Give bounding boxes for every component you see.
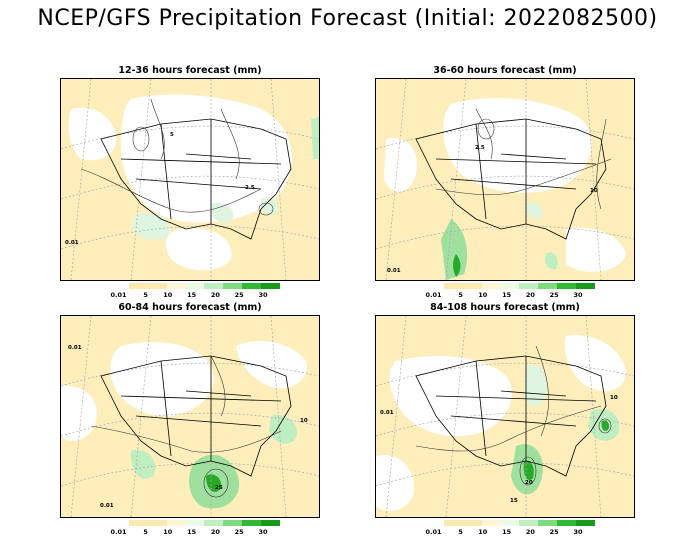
legend-labels: 0.01 5 10 15 20 25 30 [425, 291, 595, 301]
legend-label: 15 [502, 291, 512, 299]
legend-label: 20 [525, 291, 535, 299]
legend-labels: 0.01 5 10 15 20 25 30 [425, 528, 595, 538]
legend-bar [110, 283, 281, 289]
legend-label: 10 [478, 291, 488, 299]
legend-label: 25 [549, 528, 559, 536]
precip-map [60, 78, 320, 281]
forecast-panel-36-60: 36-60 hours forecast (mm) [375, 65, 635, 305]
legend-label: 5 [458, 528, 463, 536]
legend-label: 30 [573, 291, 583, 299]
map-svg [376, 79, 634, 280]
panel-title: 12-36 hours forecast (mm) [118, 65, 262, 76]
legend-label: 5 [143, 291, 148, 299]
forecast-panel-60-84: 60-84 hours forecast (mm) [60, 302, 320, 542]
legend-label: 10 [163, 528, 173, 536]
legend-bar [425, 520, 596, 526]
page-title: NCEP/GFS Precipitation Forecast (Initial… [37, 6, 658, 31]
legend-label: 30 [258, 528, 268, 536]
legend-label: 0.01 [425, 528, 442, 536]
color-legend: 0.01 5 10 15 20 25 30 [110, 520, 281, 542]
legend-label: 20 [210, 291, 220, 299]
legend-label: 30 [573, 528, 583, 536]
forecast-panel-84-108: 84-108 hours forecast (mm) [375, 302, 635, 542]
legend-label: 25 [549, 291, 559, 299]
map-svg [61, 79, 319, 280]
precip-map [60, 315, 320, 518]
legend-label: 20 [525, 528, 535, 536]
legend-bar [110, 520, 281, 526]
color-legend: 0.01 5 10 15 20 25 30 [110, 283, 281, 305]
legend-label: 5 [458, 291, 463, 299]
legend-label: 0.01 [110, 528, 127, 536]
legend-labels: 0.01 5 10 15 20 25 30 [110, 291, 280, 301]
panel-title: 60-84 hours forecast (mm) [118, 302, 262, 313]
legend-labels: 0.01 5 10 15 20 25 30 [110, 528, 280, 538]
legend-label: 30 [258, 291, 268, 299]
legend-label: 15 [187, 291, 197, 299]
precip-map [375, 315, 635, 518]
panel-title: 84-108 hours forecast (mm) [430, 302, 580, 313]
legend-bar [425, 283, 596, 289]
precip-map [375, 78, 635, 281]
legend-label: 10 [163, 291, 173, 299]
forecast-panel-12-36: 12-36 hours forecast (mm) [60, 65, 320, 305]
map-svg [376, 316, 634, 517]
panel-title: 36-60 hours forecast (mm) [433, 65, 577, 76]
legend-label: 0.01 [110, 291, 127, 299]
map-svg [61, 316, 319, 517]
color-legend: 0.01 5 10 15 20 25 30 [425, 520, 596, 542]
legend-label: 20 [210, 528, 220, 536]
legend-label: 5 [143, 528, 148, 536]
legend-label: 25 [234, 291, 244, 299]
legend-label: 10 [478, 528, 488, 536]
legend-label: 0.01 [425, 291, 442, 299]
color-legend: 0.01 5 10 15 20 25 30 [425, 283, 596, 305]
legend-label: 25 [234, 528, 244, 536]
legend-label: 15 [187, 528, 197, 536]
legend-label: 15 [502, 528, 512, 536]
